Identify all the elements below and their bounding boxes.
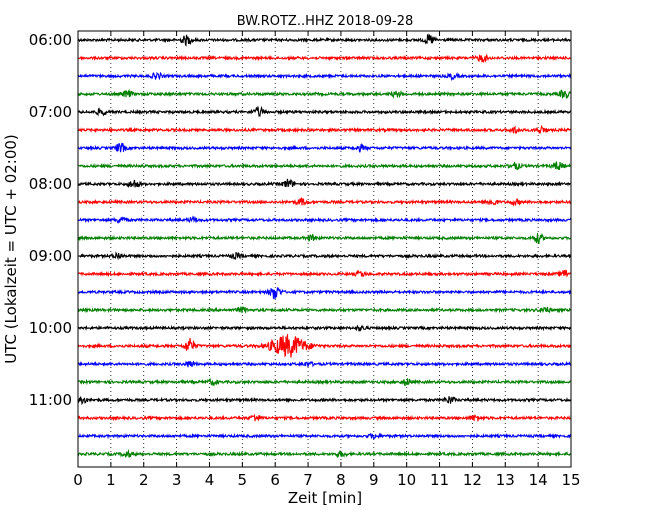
x-axis-ticks: 0 1 2 3 4 5 6 7 8 9 10 11 12 13 14 15 [73,31,581,489]
trace-1115 [77,413,572,422]
trace-0745 [77,161,572,171]
trace-0715 [77,124,572,134]
trace-1030 [77,360,572,368]
trace-1045 [77,377,572,387]
x-tick-label: 13 [496,471,515,489]
x-tick-label: 6 [270,471,280,489]
y-tick-label: 11:00 [29,391,72,409]
trace-0730 [77,142,572,153]
trace-0845 [77,232,572,244]
x-axis-label: Zeit [min] [288,489,362,507]
x-tick-label: 12 [463,471,482,489]
trace-0815 [77,197,572,207]
x-tick-label: 11 [430,471,449,489]
y-tick-label: 08:00 [29,175,72,193]
x-tick-label: 0 [73,471,83,489]
trace-0930 [77,287,572,300]
trace-0900 [77,251,572,261]
x-tick-label: 9 [369,471,379,489]
trace-0645 [77,88,572,99]
trace-group [77,33,572,459]
trace-0700 [77,105,572,117]
y-tick-label: 09:00 [29,247,72,265]
chart-title: BW.ROTZ..HHZ 2018-09-28 [237,14,413,29]
x-tick-label: 4 [205,471,215,489]
x-tick-label: 2 [139,471,149,489]
x-tick-label: 3 [172,471,182,489]
trace-0630 [77,71,572,82]
trace-0945 [77,305,572,314]
y-tick-label: 07:00 [29,103,72,121]
y-axis-ticks: 06:00 07:00 08:00 09:00 10:00 11:00 [29,31,571,409]
x-tick-label: 5 [238,471,248,489]
x-tick-label: 15 [561,471,580,489]
x-tick-label: 1 [106,471,116,489]
x-tick-label: 7 [303,471,313,489]
trace-0800 [77,178,572,189]
y-tick-label: 10:00 [29,319,72,337]
trace-1100 [77,396,572,406]
trace-0600 [77,33,572,47]
trace-1000 [77,324,572,332]
x-tick-label: 8 [336,471,346,489]
trace-0830 [77,215,572,224]
trace-1130 [77,432,572,440]
plot-frame [77,30,572,468]
trace-1015 [77,334,572,358]
trace-0915 [77,269,572,278]
trace-0615 [77,53,572,63]
x-tick-label: 14 [529,471,548,489]
grid-lines [110,31,539,467]
y-tick-label: 06:00 [29,31,72,49]
y-axis-label: UTC (Lokalzeit = UTC + 02:00) [2,134,20,364]
trace-1145 [77,449,572,459]
x-tick-label: 10 [397,471,416,489]
